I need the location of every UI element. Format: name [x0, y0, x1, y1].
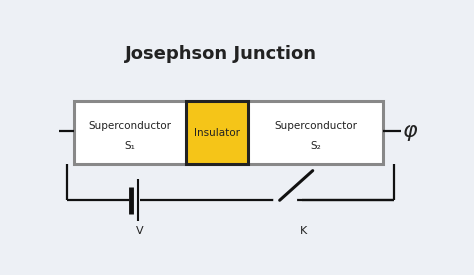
Text: Insulator: Insulator — [194, 128, 240, 138]
Text: S₂: S₂ — [310, 142, 321, 152]
Text: V: V — [136, 226, 144, 236]
Text: Josephson Junction: Josephson Junction — [125, 45, 317, 63]
Text: Superconductor: Superconductor — [274, 121, 357, 131]
Bar — [129, 177, 140, 224]
Ellipse shape — [273, 190, 297, 211]
Text: Superconductor: Superconductor — [89, 121, 172, 131]
Bar — [186, 101, 248, 164]
Bar — [74, 101, 383, 164]
Text: S₁: S₁ — [125, 142, 136, 152]
Text: K: K — [300, 226, 307, 236]
Text: φ: φ — [403, 121, 418, 141]
